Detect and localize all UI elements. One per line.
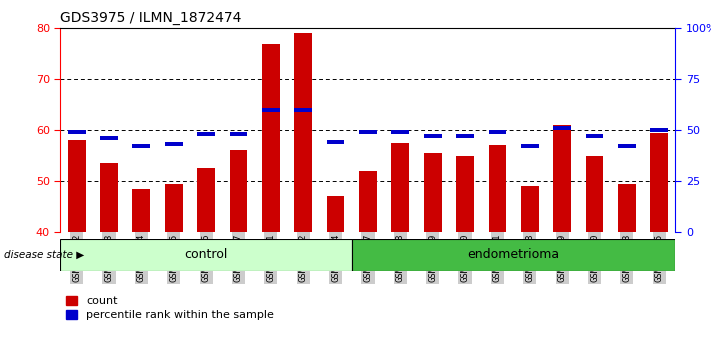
Legend: count, percentile rank within the sample: count, percentile rank within the sample bbox=[66, 296, 274, 320]
Bar bbox=[456, 155, 474, 232]
Text: endometrioma: endometrioma bbox=[468, 249, 560, 261]
Bar bbox=[68, 140, 85, 232]
Bar bbox=[352, 239, 675, 271]
Bar bbox=[553, 126, 571, 130]
Text: disease state ▶: disease state ▶ bbox=[4, 250, 84, 260]
Bar bbox=[488, 130, 506, 134]
Bar bbox=[586, 155, 604, 232]
Bar bbox=[521, 186, 539, 232]
Bar bbox=[424, 134, 442, 138]
Bar bbox=[165, 183, 183, 232]
Bar bbox=[456, 134, 474, 138]
Bar bbox=[100, 163, 118, 232]
Bar bbox=[359, 171, 377, 232]
Bar bbox=[618, 183, 636, 232]
Bar bbox=[586, 134, 604, 138]
Bar bbox=[132, 144, 150, 148]
Bar bbox=[294, 108, 312, 112]
Bar bbox=[197, 168, 215, 232]
Bar bbox=[262, 44, 279, 232]
Bar bbox=[618, 144, 636, 148]
Bar bbox=[359, 130, 377, 134]
Bar bbox=[132, 189, 150, 232]
Text: control: control bbox=[184, 249, 228, 261]
Bar bbox=[197, 132, 215, 136]
Bar bbox=[392, 130, 410, 134]
Bar bbox=[488, 145, 506, 232]
Bar bbox=[262, 108, 279, 112]
Bar bbox=[651, 128, 668, 132]
Bar bbox=[230, 132, 247, 136]
Bar bbox=[424, 153, 442, 232]
Bar bbox=[68, 130, 85, 134]
Bar bbox=[100, 136, 118, 140]
Bar bbox=[521, 144, 539, 148]
Bar bbox=[294, 33, 312, 232]
Bar bbox=[326, 196, 344, 232]
Bar bbox=[230, 150, 247, 232]
Bar bbox=[392, 143, 410, 232]
Text: GDS3975 / ILMN_1872474: GDS3975 / ILMN_1872474 bbox=[60, 11, 242, 24]
Bar bbox=[60, 239, 352, 271]
Bar bbox=[326, 140, 344, 144]
Bar bbox=[553, 125, 571, 232]
Bar bbox=[651, 133, 668, 232]
Bar bbox=[165, 142, 183, 146]
